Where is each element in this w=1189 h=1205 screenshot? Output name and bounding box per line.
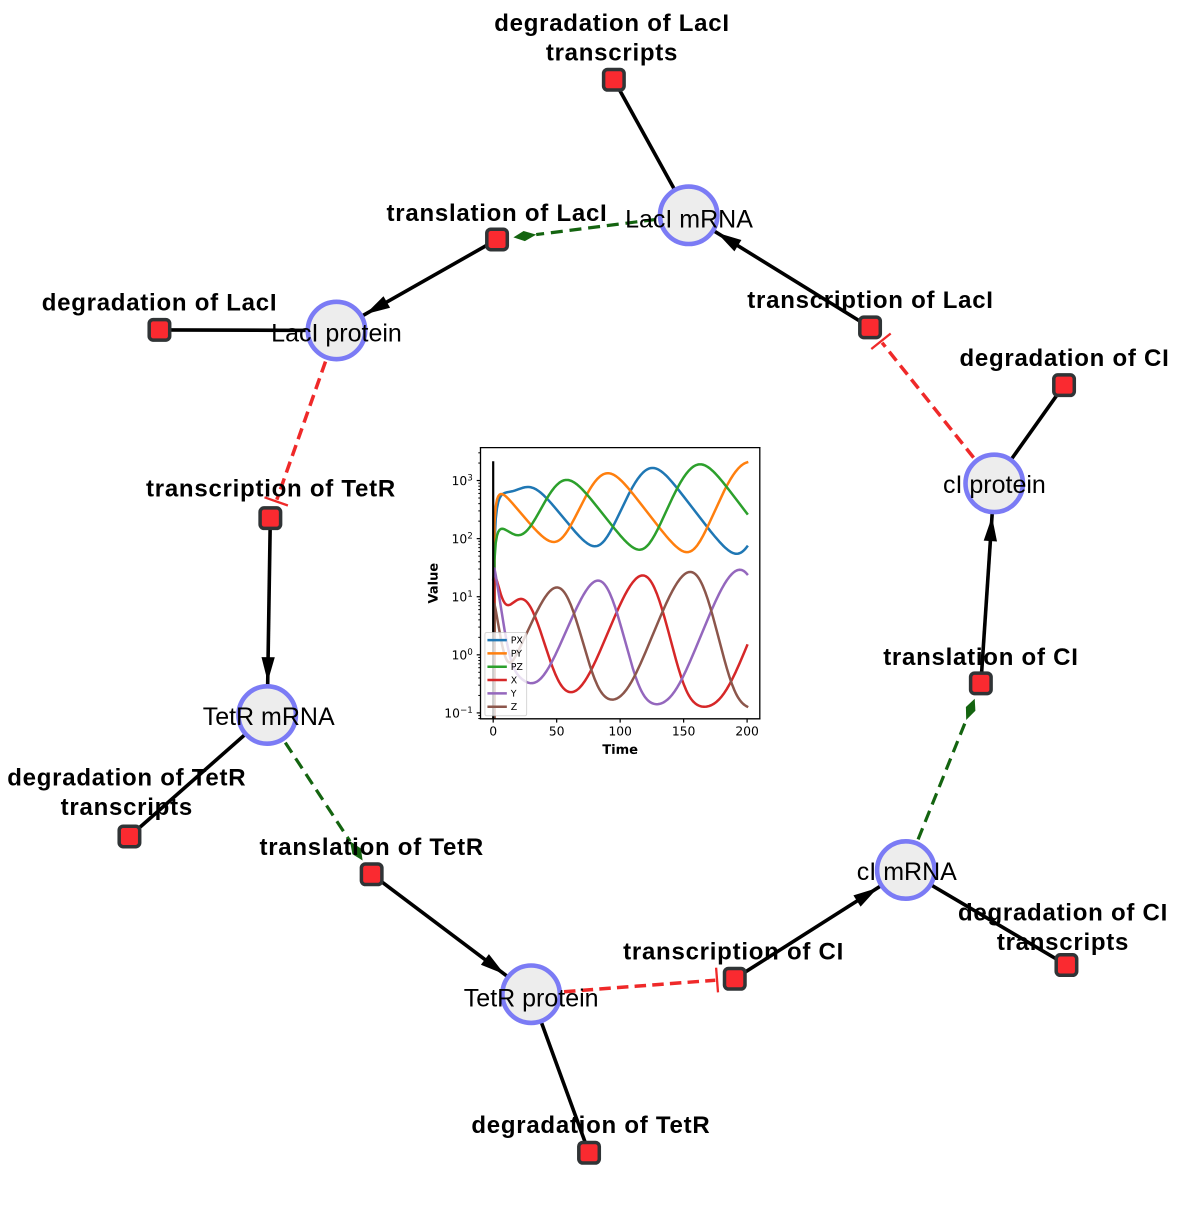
svg-text:cI mRNA: cI mRNA	[857, 858, 957, 886]
svg-text:degradation of LacI: degradation of LacI	[494, 10, 730, 37]
svg-text:transcripts: transcripts	[997, 929, 1129, 956]
svg-text:degradation of CI: degradation of CI	[959, 345, 1169, 372]
svg-text:degradation of LacI: degradation of LacI	[42, 289, 278, 316]
svg-text:degradation of CI: degradation of CI	[958, 900, 1168, 927]
svg-text:translation of CI: translation of CI	[883, 644, 1078, 671]
svg-text:LacI mRNA: LacI mRNA	[625, 206, 753, 234]
svg-text:transcripts: transcripts	[61, 794, 193, 821]
svg-text:TetR protein: TetR protein	[464, 984, 599, 1012]
svg-text:transcription of CI: transcription of CI	[623, 939, 844, 966]
svg-text:translation of TetR: translation of TetR	[259, 834, 483, 861]
svg-text:transcription of LacI: transcription of LacI	[747, 287, 993, 314]
svg-text:degradation of TetR: degradation of TetR	[7, 765, 246, 792]
svg-text:degradation of TetR: degradation of TetR	[471, 1112, 710, 1139]
svg-text:transcription of TetR: transcription of TetR	[146, 476, 396, 503]
svg-text:LacI protein: LacI protein	[271, 319, 402, 347]
svg-text:TetR mRNA: TetR mRNA	[203, 703, 335, 731]
svg-text:cI protein: cI protein	[943, 471, 1046, 499]
svg-text:translation of LacI: translation of LacI	[387, 200, 608, 227]
svg-text:transcripts: transcripts	[546, 40, 678, 67]
